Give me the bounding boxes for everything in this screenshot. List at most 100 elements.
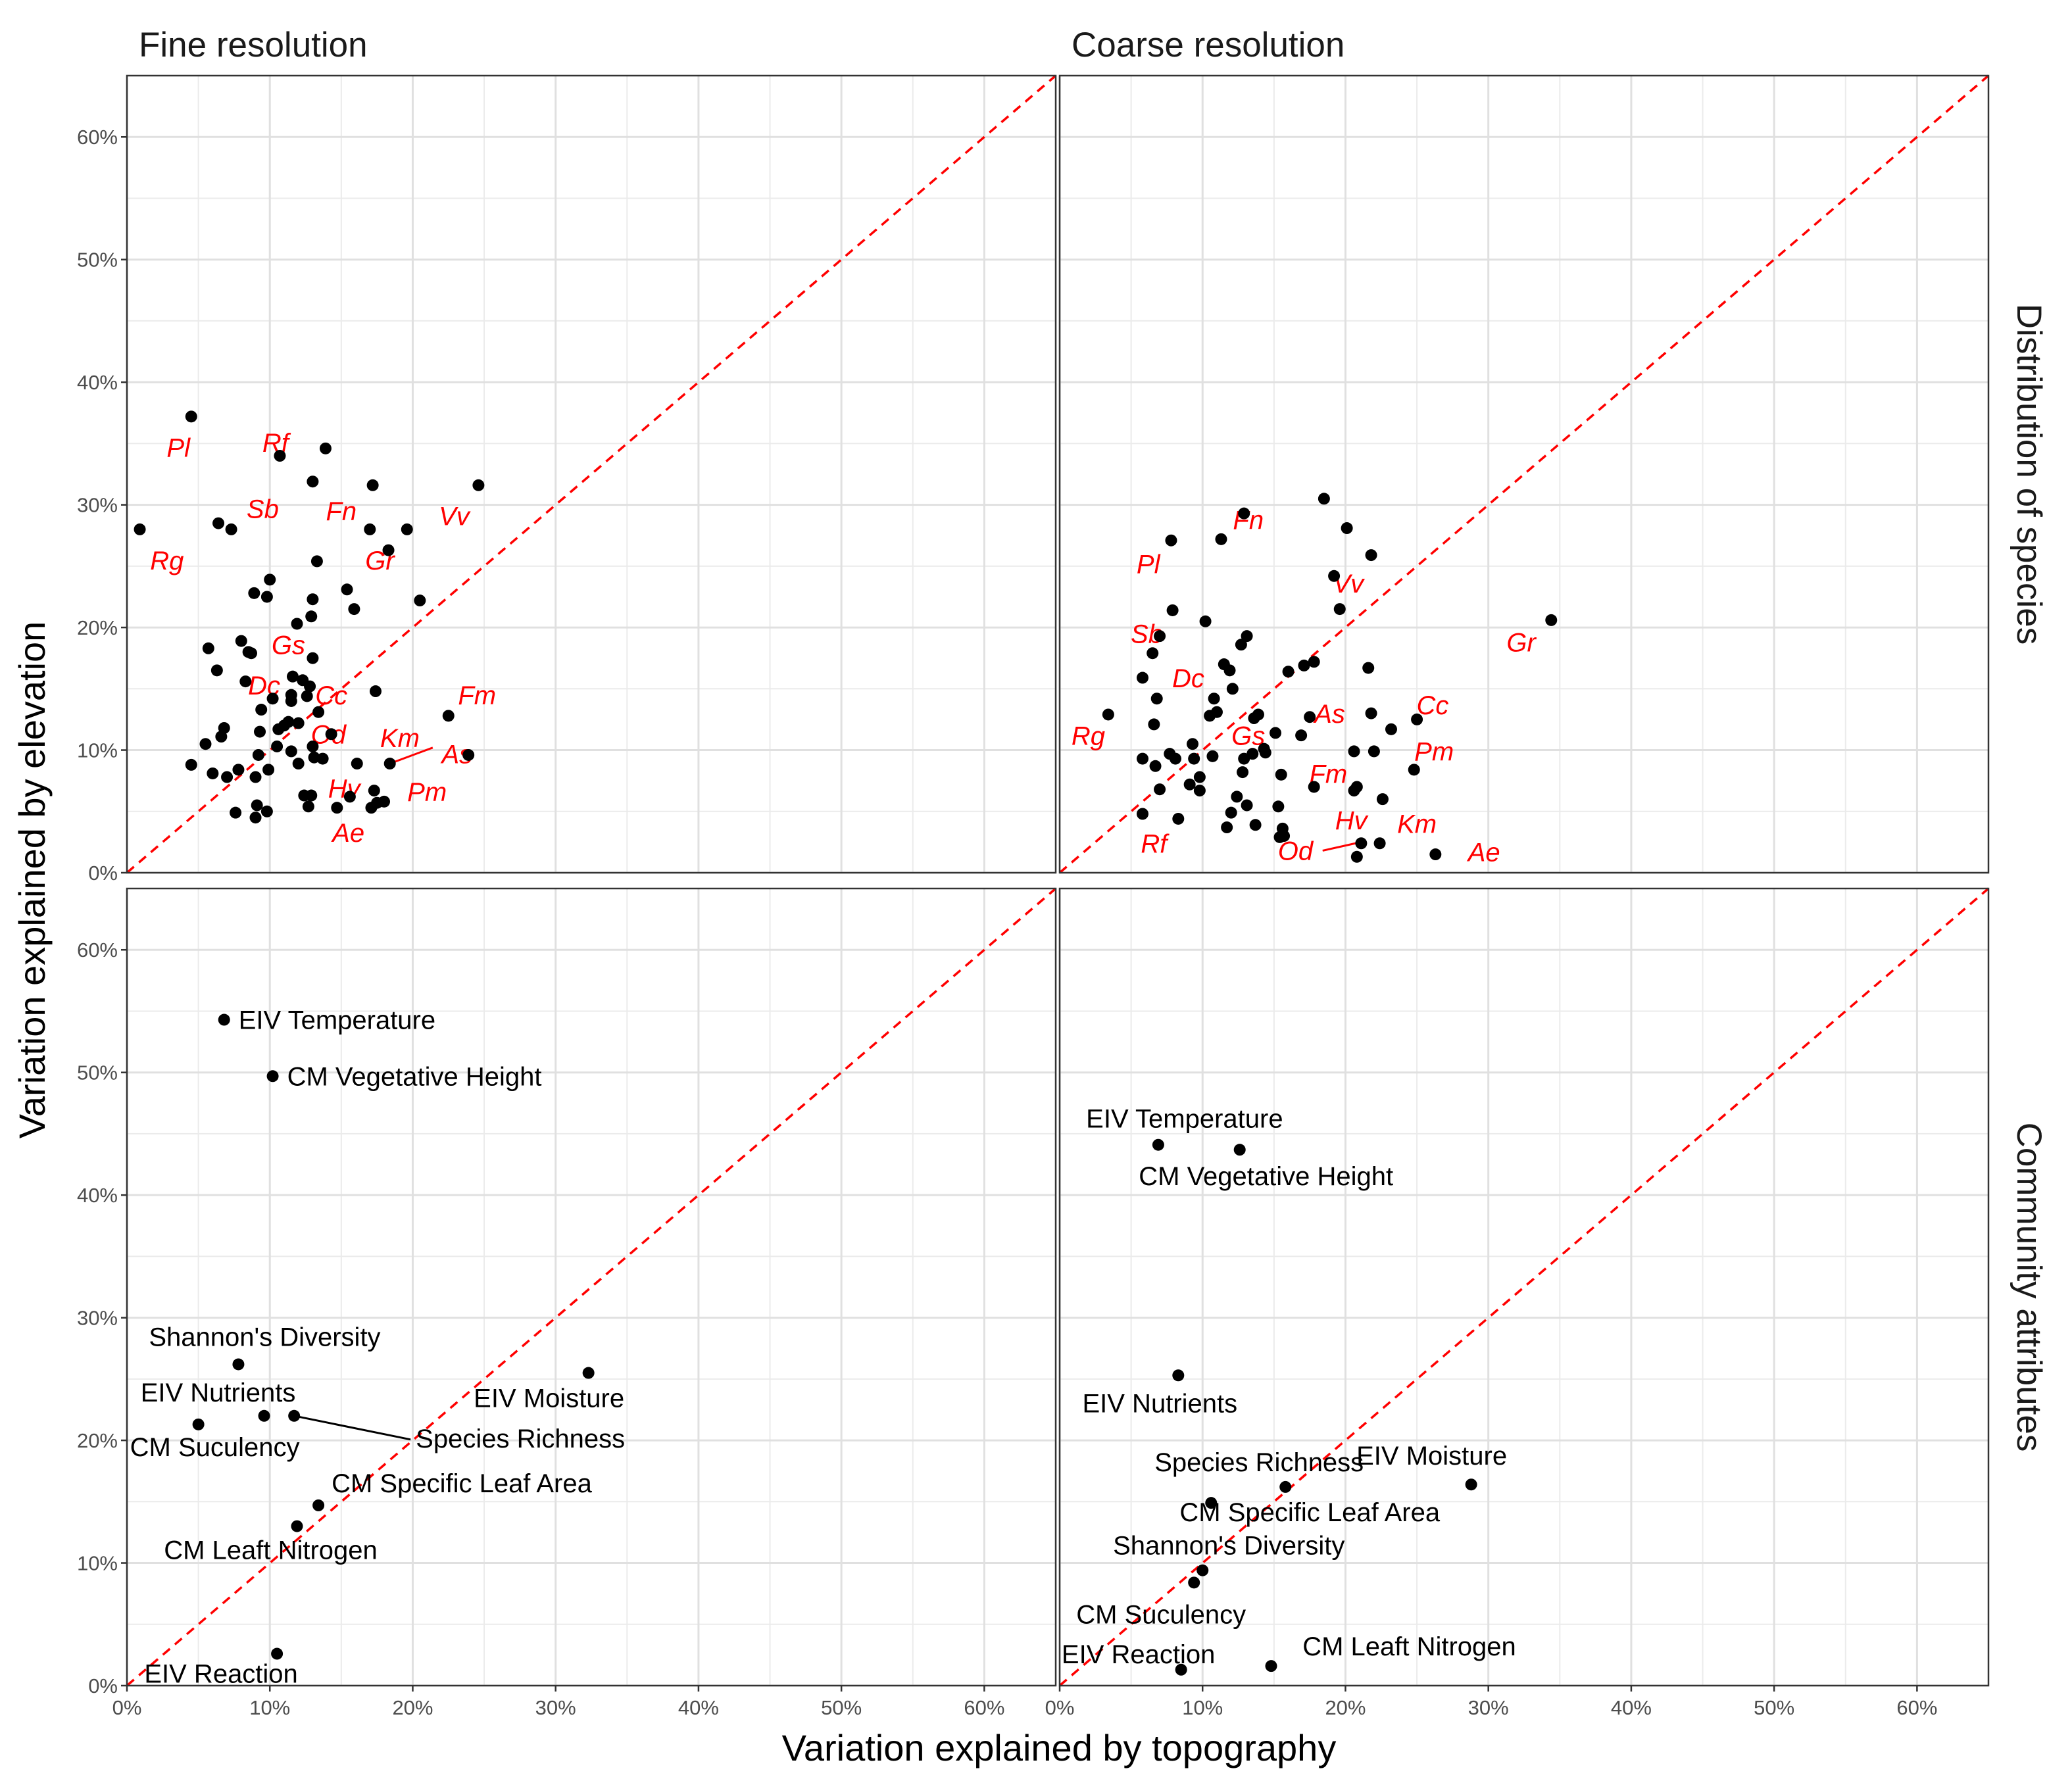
species-label: Cc [1417,691,1449,720]
data-point [292,758,305,770]
data-point [248,587,260,599]
data-point [286,670,299,683]
y-tick-label: 10% [77,1552,118,1575]
data-point [1365,549,1377,562]
panel-background [127,889,1056,1686]
data-point [1246,748,1259,760]
data-point [1241,799,1253,812]
data-point [343,791,356,803]
species-label: Gr [1506,629,1537,658]
data-point [325,728,337,741]
species-label: Pm [1414,738,1454,767]
data-point [254,725,266,738]
data-point [304,680,316,693]
row-strip-title: Distribution of species [2010,304,2048,645]
x-tick-label: 50% [821,1696,862,1719]
data-point [316,752,329,765]
data-point [1376,793,1389,806]
data-point [1368,745,1380,758]
x-tick-label: 10% [249,1696,290,1719]
data-point [348,603,360,616]
x-axis-title: Variation explained by topography [782,1727,1337,1768]
data-point [1223,664,1236,677]
panel-0-1: EIV Temperature CM Vegetative Height Shann… [77,887,1057,1719]
data-point [249,771,262,783]
data-point [341,583,353,596]
species-label: Od [1278,837,1314,866]
data-point [1545,614,1558,626]
data-point [1333,603,1346,616]
data-point [1233,1144,1246,1156]
data-point [1259,746,1271,759]
point-label: CM Suculency [1076,1600,1246,1629]
data-point [1252,708,1264,721]
data-point [260,805,273,817]
data-point [302,800,314,813]
data-point [1208,693,1220,705]
data-point [199,738,212,750]
panel-background [127,76,1056,873]
y-tick-label: 50% [77,1061,118,1084]
data-point [310,555,323,568]
data-point [1282,666,1295,678]
data-point [292,717,305,729]
data-point [1148,718,1160,731]
point-label: Shannon's Diversity [1113,1532,1344,1561]
data-point [252,748,264,761]
x-tick-label: 30% [535,1696,576,1719]
data-point [1193,771,1206,783]
data-point [1465,1478,1477,1491]
x-tick-label: 20% [1325,1696,1366,1719]
data-point [207,767,219,779]
data-point [1279,1480,1292,1493]
data-point [1149,760,1162,772]
species-label: Rg [150,547,184,575]
point-label: CM Leaft Nitrogen [1302,1632,1516,1661]
species-label: Ae [331,819,364,848]
data-point [1238,507,1250,520]
data-point [442,710,455,722]
point-label: EIV Temperature [239,1006,435,1035]
species-label: Gs [272,631,305,660]
point-label: CM Specific Leaf Area [332,1469,592,1498]
data-point [230,806,242,819]
y-tick-label: 40% [77,371,118,394]
data-point [255,704,268,716]
data-point [1241,630,1253,643]
data-point [369,685,382,698]
y-tick-label: 0% [88,862,118,885]
data-point [1237,766,1249,779]
point-label: EIV Nutrients [1082,1389,1237,1418]
x-tick-label: 60% [1896,1696,1937,1719]
x-tick-label: 10% [1182,1696,1223,1719]
data-point [1206,750,1219,762]
species-label: Fm [458,681,496,710]
data-point [307,475,319,488]
data-point [1136,808,1148,820]
data-point [232,764,245,776]
species-label: Pm [407,778,447,807]
panel-background [1060,76,1988,873]
data-point [1304,711,1316,723]
species-label: Km [1397,810,1437,839]
data-point [274,450,286,462]
data-point [185,758,197,771]
x-tick-label: 0% [112,1696,142,1719]
data-point [1373,837,1386,850]
data-point [271,740,284,752]
panel-background [1060,889,1988,1686]
data-point [351,758,363,770]
panel-1-1: EIV Temperature CM Vegetative Height EIV N… [1045,887,1990,1719]
data-point [1298,659,1310,671]
point-label: EIV Reaction [1062,1640,1215,1669]
data-point [1187,738,1199,750]
data-point [312,706,325,718]
point-label: CM Vegetative Height [1139,1162,1393,1191]
data-point [383,758,396,770]
y-tick-label: 50% [77,249,118,272]
panel-border [126,74,1057,874]
label-leader [1322,842,1356,852]
data-point [266,693,279,705]
species-label: Rg [1072,721,1105,750]
